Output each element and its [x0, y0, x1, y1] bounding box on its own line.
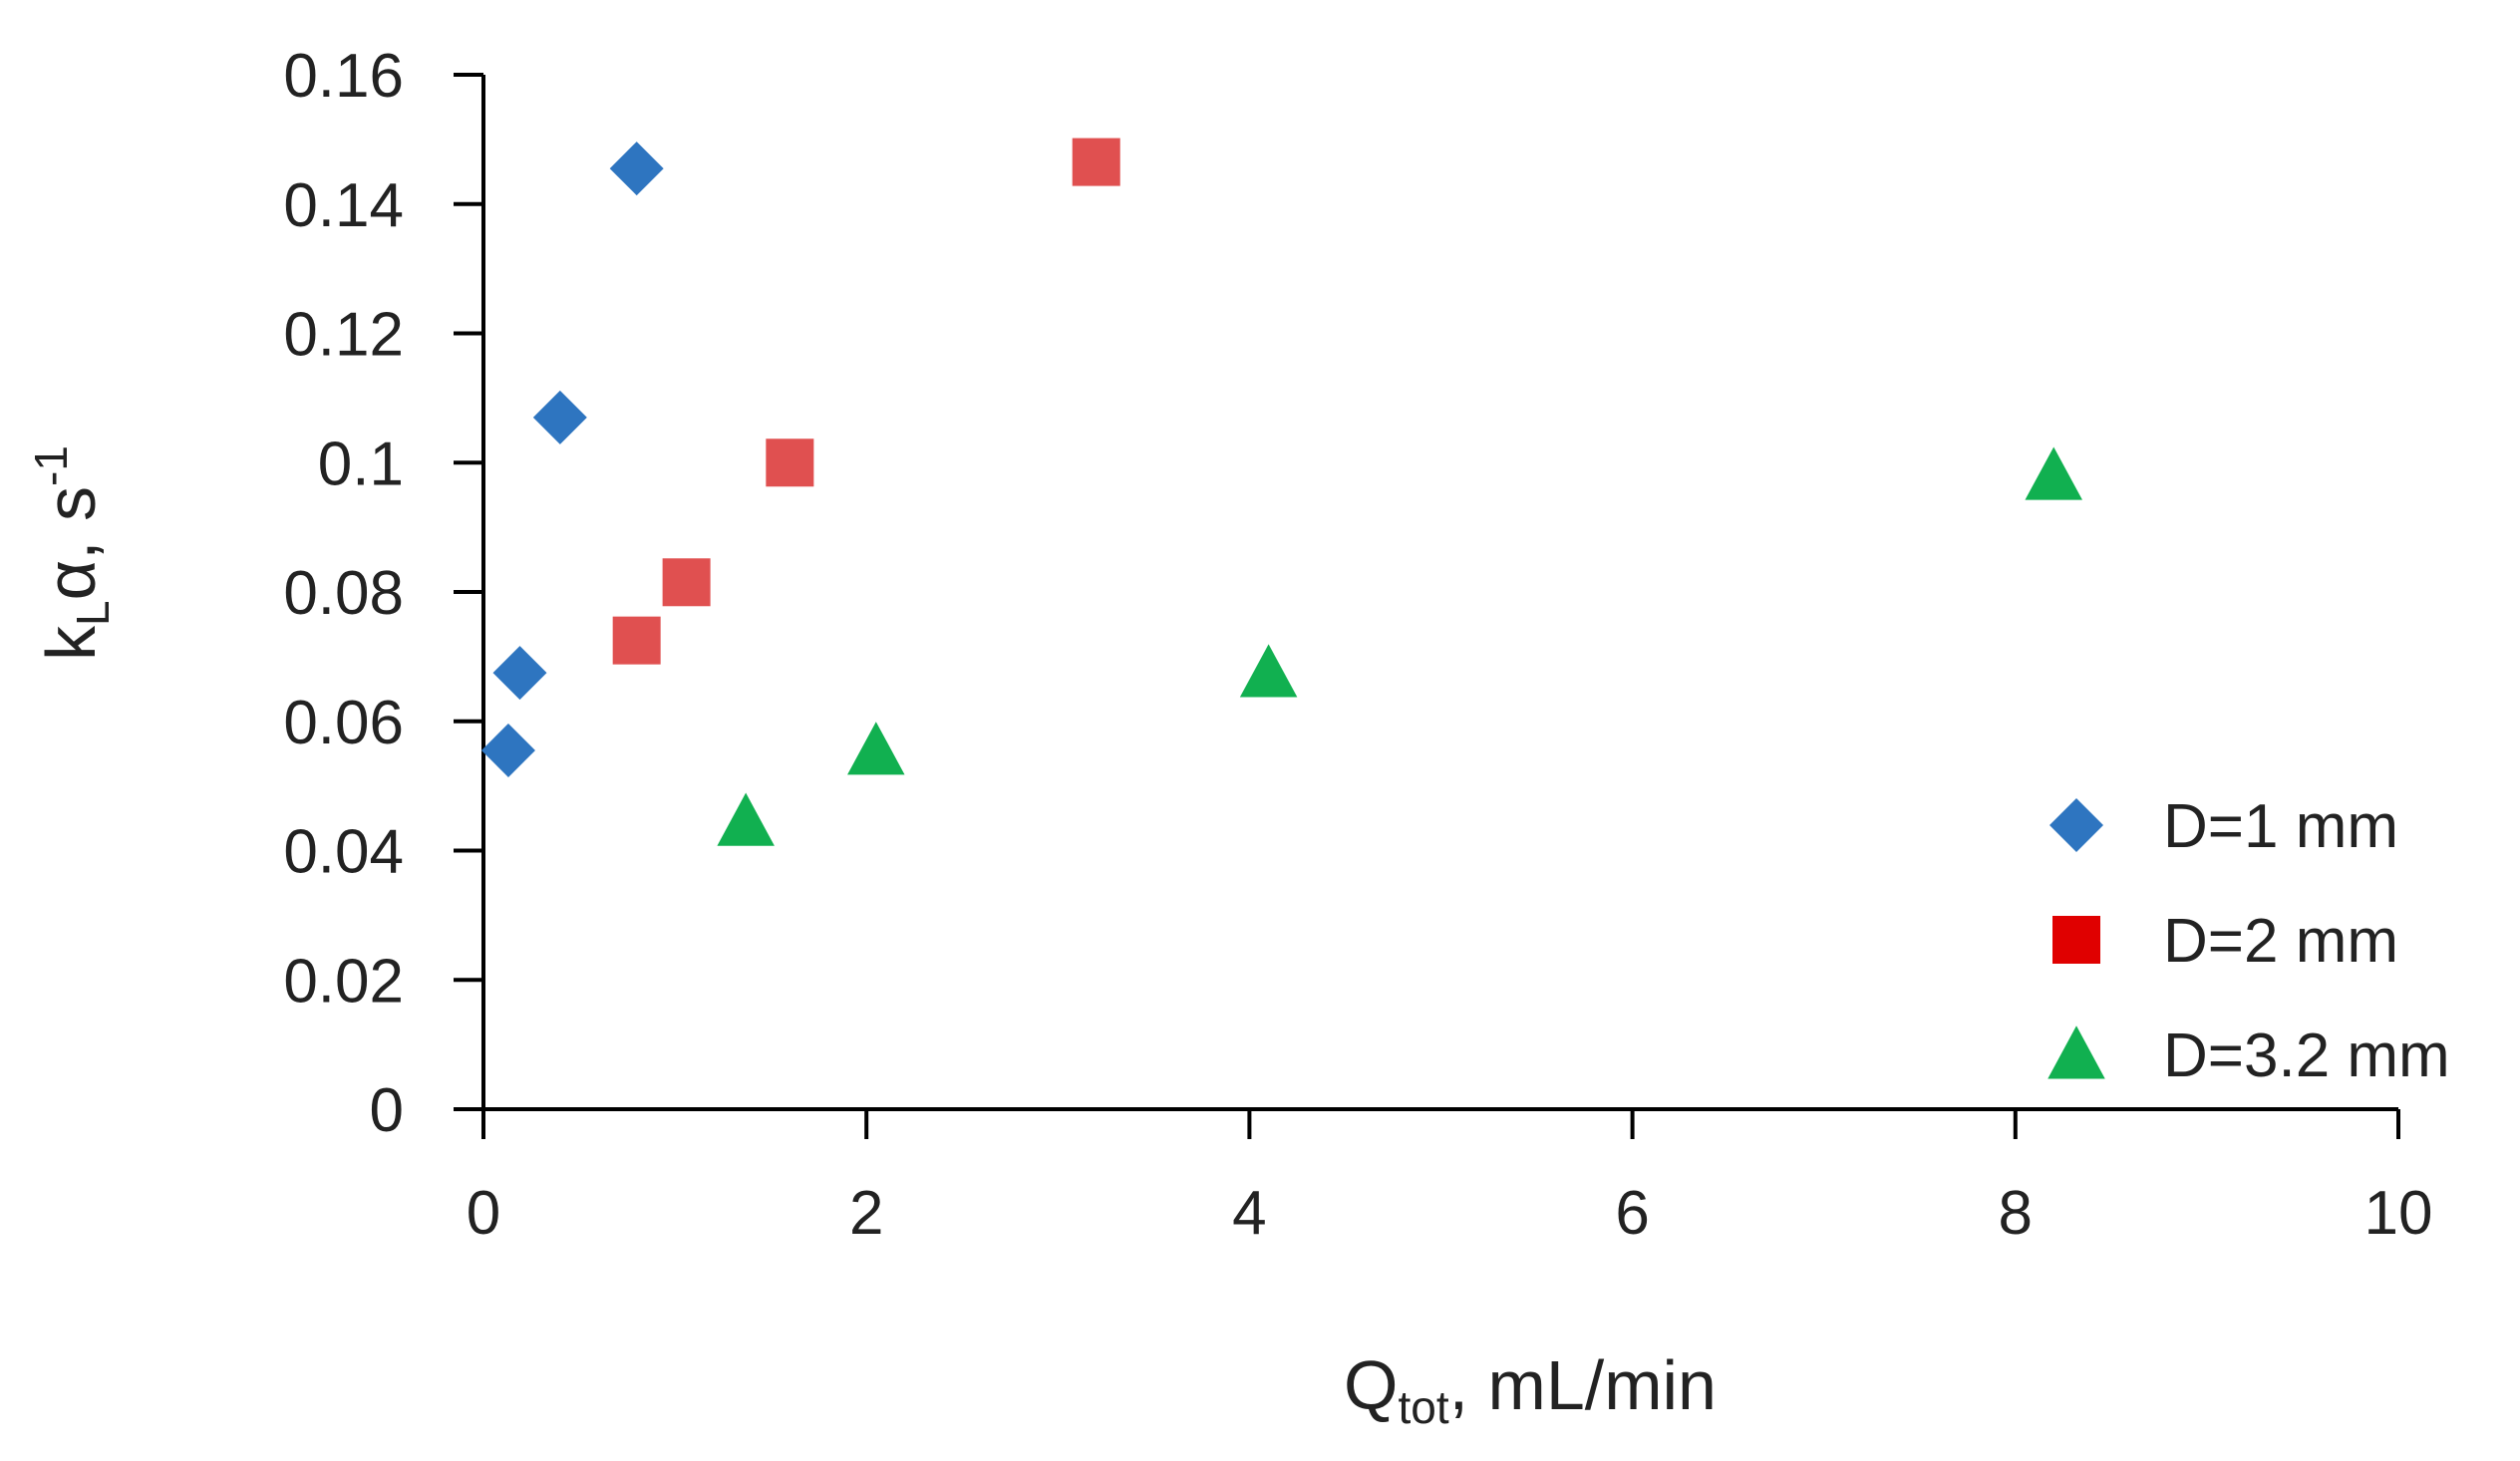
data-point-diamond	[532, 390, 587, 444]
x-tick-label: 0	[467, 1179, 500, 1248]
y-axis-title: kLα, s-1	[25, 445, 119, 661]
series-triangle	[717, 446, 2082, 846]
data-point-diamond	[492, 646, 547, 701]
x-tick-label: 10	[2364, 1179, 2433, 1248]
x-axis-ticks: 0 2 4 6 8 10	[467, 1109, 2433, 1248]
data-point-square	[1072, 138, 1120, 186]
y-tick-label: 0.12	[283, 301, 404, 370]
y-tick-label: 0.06	[283, 689, 404, 757]
y-tick-label: 0	[370, 1076, 404, 1145]
x-tick-label: 2	[849, 1179, 883, 1248]
legend-label: D=1 mm	[2163, 792, 2398, 861]
y-tick-label: 0.16	[283, 42, 404, 111]
x-axis-title: Qtot, mL/min	[1344, 1346, 1717, 1433]
data-point-triangle	[847, 722, 905, 775]
y-tick-label: 0.14	[283, 171, 404, 240]
legend-marker-triangle	[2048, 1025, 2105, 1079]
legend-marker-diamond	[2049, 798, 2103, 852]
y-axis-ticks: 0 0.02 0.04 0.06 0.08 0.1 0.12 0.14 0.16	[283, 42, 483, 1145]
x-axis-title-main: Q	[1344, 1346, 1398, 1424]
series-diamond	[480, 142, 664, 777]
legend-label: D=2 mm	[2163, 907, 2398, 976]
x-tick-label: 4	[1232, 1179, 1266, 1248]
axes	[481, 75, 2398, 1111]
y-axis-title-superscript: -1	[25, 445, 77, 486]
data-point-square	[766, 438, 814, 487]
x-axis-title-rest: , mL/min	[1449, 1346, 1717, 1424]
legend-marker-square	[2052, 916, 2100, 964]
data-point-diamond	[480, 723, 535, 777]
y-tick-label: 0.08	[283, 559, 404, 628]
x-tick-label: 6	[1615, 1179, 1649, 1248]
y-axis-title-subscript: L	[67, 600, 119, 626]
legend-label: D=3.2 mm	[2163, 1022, 2450, 1090]
y-axis-title-mid: α, s	[32, 486, 110, 600]
data-point-triangle	[717, 792, 775, 846]
data-point-square	[662, 558, 711, 607]
y-tick-label: 0.1	[318, 430, 404, 498]
y-tick-label: 0.02	[283, 947, 404, 1016]
data-point-square	[612, 616, 661, 665]
y-axis-title-main: k	[32, 625, 110, 661]
data-points	[480, 138, 2082, 846]
legend: D=1 mm D=2 mm D=3.2 mm	[2048, 792, 2450, 1090]
series-square	[612, 138, 1120, 665]
data-point-triangle	[1239, 644, 1298, 698]
data-point-triangle	[2025, 446, 2082, 500]
y-tick-label: 0.04	[283, 818, 404, 887]
data-point-diamond	[609, 142, 664, 196]
x-tick-label: 8	[1999, 1179, 2033, 1248]
x-axis-title-subscript: tot	[1398, 1381, 1448, 1433]
